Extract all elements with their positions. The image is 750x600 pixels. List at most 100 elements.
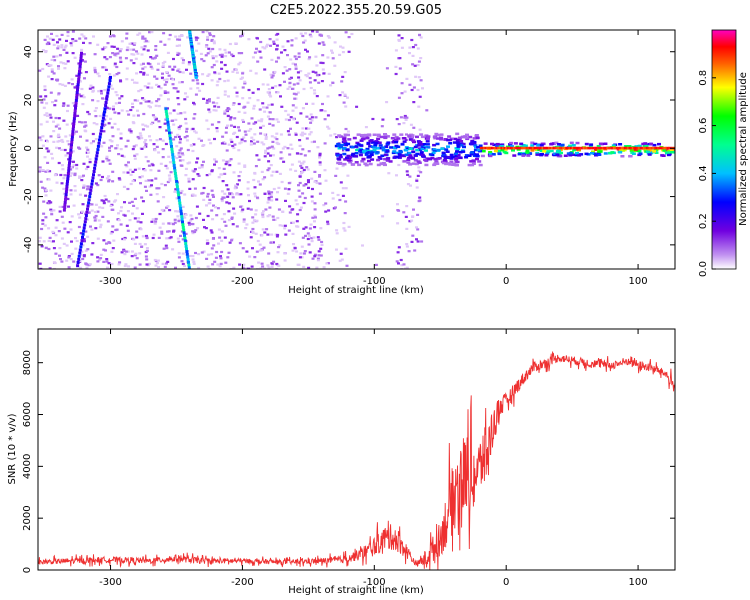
noise-speckle [201,82,205,86]
noise-speckle [211,193,215,197]
noise-speckle [300,166,304,169]
noise-speckle [166,230,169,233]
noise-speckle [177,256,181,259]
carrier-core [525,146,528,150]
carrier-core [538,146,541,150]
noise-speckle [133,157,137,160]
x-tick-label: -300 [99,577,122,588]
carrier-cell [557,154,562,157]
carrier-cell [396,151,401,155]
carrier-cell [391,151,396,155]
noise-speckle [78,260,82,263]
noise-speckle [231,196,235,199]
noise-speckle [162,78,166,81]
noise-speckle [270,233,274,236]
colorbar: 0.00.20.40.60.8 Normalized spectral ampl… [698,29,749,277]
noise-speckle [301,192,305,195]
noise-speckle [283,187,287,190]
noise-speckle [239,170,242,174]
noise-speckle [119,223,123,226]
noise-speckle [231,103,235,106]
noise-speckle [223,172,227,175]
noise-speckle [410,88,414,92]
carrier-cell [542,150,547,153]
noise-speckle [212,63,216,67]
noise-speckle [298,208,302,212]
noise-speckle [338,94,342,97]
noise-speckle [270,174,274,177]
noise-speckle [277,208,281,211]
noise-speckle [222,213,226,216]
noise-speckle [111,52,115,55]
noise-speckle [180,57,184,60]
noise-speckle [84,130,88,133]
noise-speckle [261,178,265,181]
noise-speckle [416,240,420,243]
carrier-cell [388,160,393,163]
noise-speckle [60,237,64,240]
carrier-cell [584,152,589,156]
carrier-cell [435,142,440,146]
noise-speckle [218,236,222,239]
noise-speckle [89,142,93,145]
noise-speckle [212,42,216,45]
noise-speckle [400,141,404,144]
carrier-core [628,146,631,150]
noise-speckle [98,258,101,261]
noise-speckle [417,169,421,172]
noise-speckle [60,260,64,263]
noise-speckle [405,243,409,246]
streak-cell [103,110,106,114]
carrier-cell [610,151,615,154]
carrier-cell [408,147,413,150]
streak-cell [177,193,181,197]
carrier-cell [420,145,425,148]
carrier-cell [549,149,554,153]
noise-speckle [233,212,237,215]
noise-speckle [98,226,102,229]
y-tick-label: 6000 [22,402,33,427]
noise-speckle [129,182,133,186]
noise-speckle [276,191,279,194]
noise-speckle [206,265,210,268]
noise-speckle [271,154,275,157]
noise-speckle [411,63,415,66]
noise-speckle [128,128,132,131]
carrier-cell [398,150,403,154]
noise-speckle [220,61,223,64]
noise-speckle [307,181,310,184]
noise-speckle [334,174,338,177]
noise-speckle [172,138,176,141]
noise-speckle [108,162,112,165]
noise-speckle [410,219,414,222]
carrier-cell [590,152,594,155]
carrier-core [490,146,493,150]
noise-speckle [210,66,214,69]
noise-speckle [79,232,83,235]
noise-speckle [171,248,175,251]
noise-speckle [40,227,44,231]
noise-speckle [123,201,126,204]
noise-speckle [415,178,419,181]
noise-speckle [154,117,158,120]
noise-speckle [165,167,169,170]
noise-speckle [260,249,263,252]
noise-speckle [341,187,345,190]
noise-speckle [87,211,91,214]
noise-speckle [82,35,86,38]
noise-speckle [323,142,327,145]
carrier-cell [472,140,477,144]
noise-speckle [55,55,59,58]
noise-speckle [162,247,166,250]
carrier-cell [467,154,472,157]
carrier-core [581,146,584,150]
carrier-cell [433,162,438,165]
noise-speckle [341,51,345,54]
noise-speckle [242,220,246,223]
noise-speckle [307,127,311,130]
noise-speckle [200,251,204,254]
noise-speckle [107,178,111,181]
carrier-cell [396,137,401,140]
noise-speckle [161,156,165,159]
carrier-cell [402,160,407,163]
